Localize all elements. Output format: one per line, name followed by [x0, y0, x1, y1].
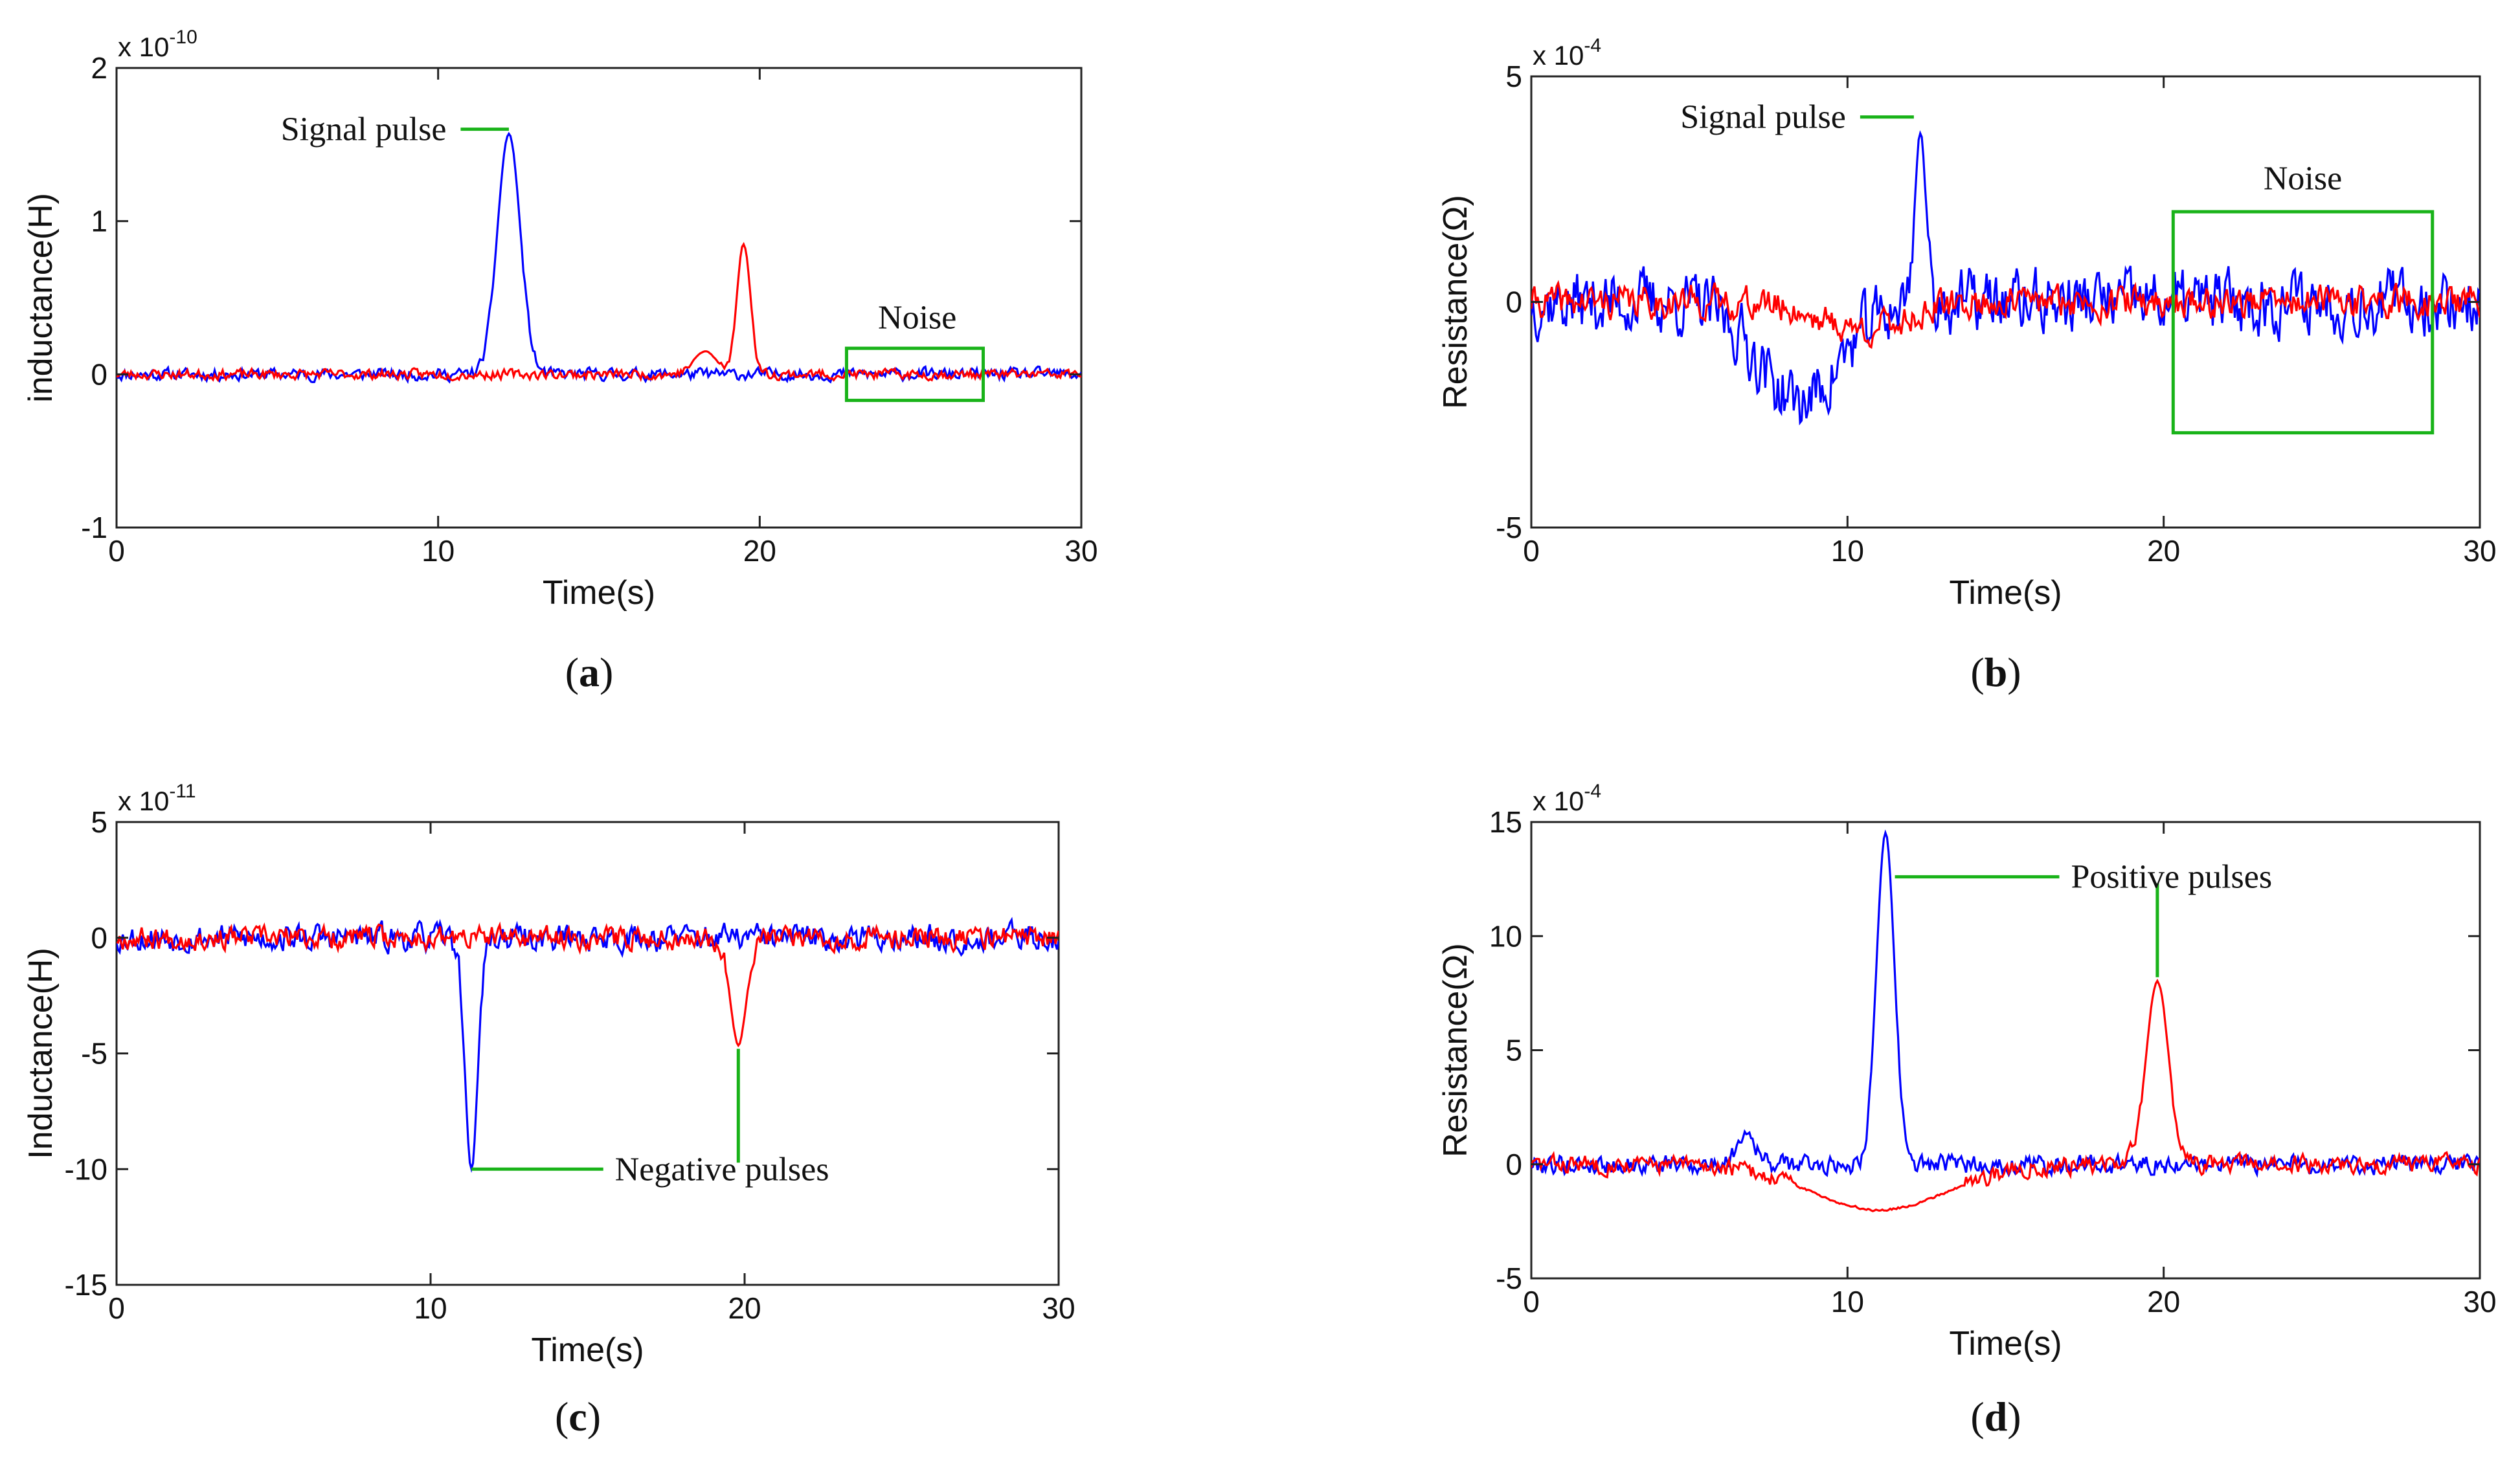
- annotation-label: Signal pulse: [281, 111, 447, 148]
- annotation: Noise: [844, 299, 985, 403]
- caption-paren-open: (: [1970, 649, 1984, 695]
- annotation-label: Positive pulses: [2071, 859, 2273, 896]
- axis-exponent-base: x 10: [118, 786, 169, 816]
- annotation-label: Signal pulse: [1680, 99, 1846, 136]
- y-tick-label: 5: [1505, 1034, 1522, 1067]
- y-tick-label: 5: [91, 805, 107, 839]
- x-tick-label: 30: [1064, 534, 1097, 568]
- panel-caption: (d): [1970, 1394, 2021, 1440]
- axis-exponent: x 10-10: [118, 27, 197, 62]
- axis-exponent-power: -11: [169, 781, 196, 802]
- y-tick-label: 0: [91, 921, 107, 955]
- caption-paren-close: ): [2007, 649, 2021, 695]
- x-tick-label: 0: [108, 534, 125, 568]
- caption-letter: c: [568, 1394, 587, 1440]
- caption-paren-close: ): [2007, 1394, 2021, 1440]
- x-tick-label: 10: [414, 1291, 447, 1325]
- y-axis-label: Resistance(Ω): [1437, 195, 1474, 409]
- panel-caption: (b): [1970, 649, 2021, 695]
- caption-paren-open: (: [555, 1394, 568, 1440]
- caption-paren-open: (: [565, 649, 579, 695]
- y-tick-label: -5: [81, 1037, 107, 1071]
- panel-caption: (a): [565, 649, 614, 695]
- x-tick-label: 10: [422, 534, 455, 568]
- y-tick-label: 5: [1505, 60, 1522, 93]
- axis-exponent-power: -10: [169, 27, 197, 48]
- annotation-box: [2171, 210, 2435, 435]
- annotation: Negative pulses: [471, 1049, 829, 1188]
- panel-caption: (c): [555, 1394, 601, 1440]
- annotation: Positive pulses: [1895, 859, 2273, 977]
- series-line-red: [1531, 280, 2480, 350]
- caption-letter: a: [579, 649, 600, 695]
- y-tick-label: -10: [65, 1152, 107, 1186]
- y-axis-label: inductance(H): [22, 193, 60, 403]
- y-tick-label: 10: [1489, 919, 1522, 953]
- series-line-red: [117, 241, 1081, 383]
- series-line-red: [1531, 979, 2480, 1212]
- x-tick-label: 20: [743, 534, 776, 568]
- x-axis-label: Time(s): [1949, 574, 2062, 612]
- x-tick-label: 10: [1831, 534, 1864, 568]
- axis-exponent: x 10-4: [1533, 35, 1601, 71]
- y-tick-label: 2: [91, 51, 107, 85]
- y-tick-label: -5: [1496, 511, 1522, 544]
- y-tick-label: -1: [81, 511, 107, 544]
- x-tick-label: 20: [2147, 534, 2180, 568]
- annotation: Signal pulse: [1680, 99, 1914, 136]
- caption-paren-close: ): [600, 649, 613, 695]
- x-tick-label: 30: [1042, 1291, 1075, 1325]
- x-axis-label: Time(s): [543, 574, 655, 612]
- plot-frame: [1530, 821, 2481, 1280]
- y-tick-label: -5: [1496, 1262, 1522, 1295]
- y-tick-label: 15: [1489, 805, 1522, 839]
- axis-exponent-base: x 10: [1533, 40, 1584, 71]
- annotation-box: [844, 346, 985, 403]
- x-tick-label: 0: [108, 1291, 125, 1325]
- annotation: Noise: [2171, 160, 2435, 435]
- y-tick-label: 1: [91, 205, 107, 238]
- y-axis-label: Resistance(Ω): [1437, 943, 1474, 1157]
- x-tick-label: 20: [728, 1291, 761, 1325]
- annotation-label: Negative pulses: [615, 1151, 829, 1188]
- y-tick-label: 0: [91, 357, 107, 391]
- axis-exponent: x 10-4: [1533, 781, 1601, 816]
- caption-letter: b: [1985, 649, 2008, 695]
- caption-paren-close: ): [587, 1394, 601, 1440]
- y-axis-label: Inductance(H): [22, 948, 60, 1159]
- x-tick-label: 20: [2147, 1285, 2180, 1318]
- axis-exponent-power: -4: [1584, 781, 1601, 802]
- x-tick-label: 0: [1523, 1285, 1540, 1318]
- axis-exponent: x 10-11: [118, 781, 196, 816]
- x-axis-label: Time(s): [531, 1331, 644, 1369]
- x-tick-label: 30: [2463, 1285, 2496, 1318]
- y-tick-label: 0: [1505, 285, 1522, 319]
- y-tick-label: -15: [65, 1268, 107, 1302]
- axis-exponent-power: -4: [1584, 35, 1601, 56]
- series-line-red: [117, 921, 1059, 1048]
- annotation: Signal pulse: [281, 111, 509, 148]
- chart-c: 0 10 20 30 -15 -10 -5 0 5 x 10-11 Time(s) Inductanc…: [22, 781, 1075, 1440]
- x-axis-label: Time(s): [1949, 1325, 2062, 1362]
- caption-paren-open: (: [1970, 1394, 1984, 1440]
- x-tick-label: 0: [1523, 534, 1540, 568]
- axis-exponent-base: x 10: [118, 32, 169, 62]
- axis-exponent-base: x 10: [1533, 786, 1584, 816]
- x-tick-label: 30: [2463, 534, 2496, 568]
- annotation-label: Noise: [878, 299, 956, 336]
- plot-frame: [115, 67, 1083, 529]
- y-tick-label: 0: [1505, 1148, 1522, 1181]
- x-tick-label: 10: [1831, 1285, 1864, 1318]
- caption-letter: d: [1985, 1394, 2008, 1440]
- annotation-label: Noise: [2264, 160, 2342, 197]
- plot-frame: [115, 821, 1060, 1286]
